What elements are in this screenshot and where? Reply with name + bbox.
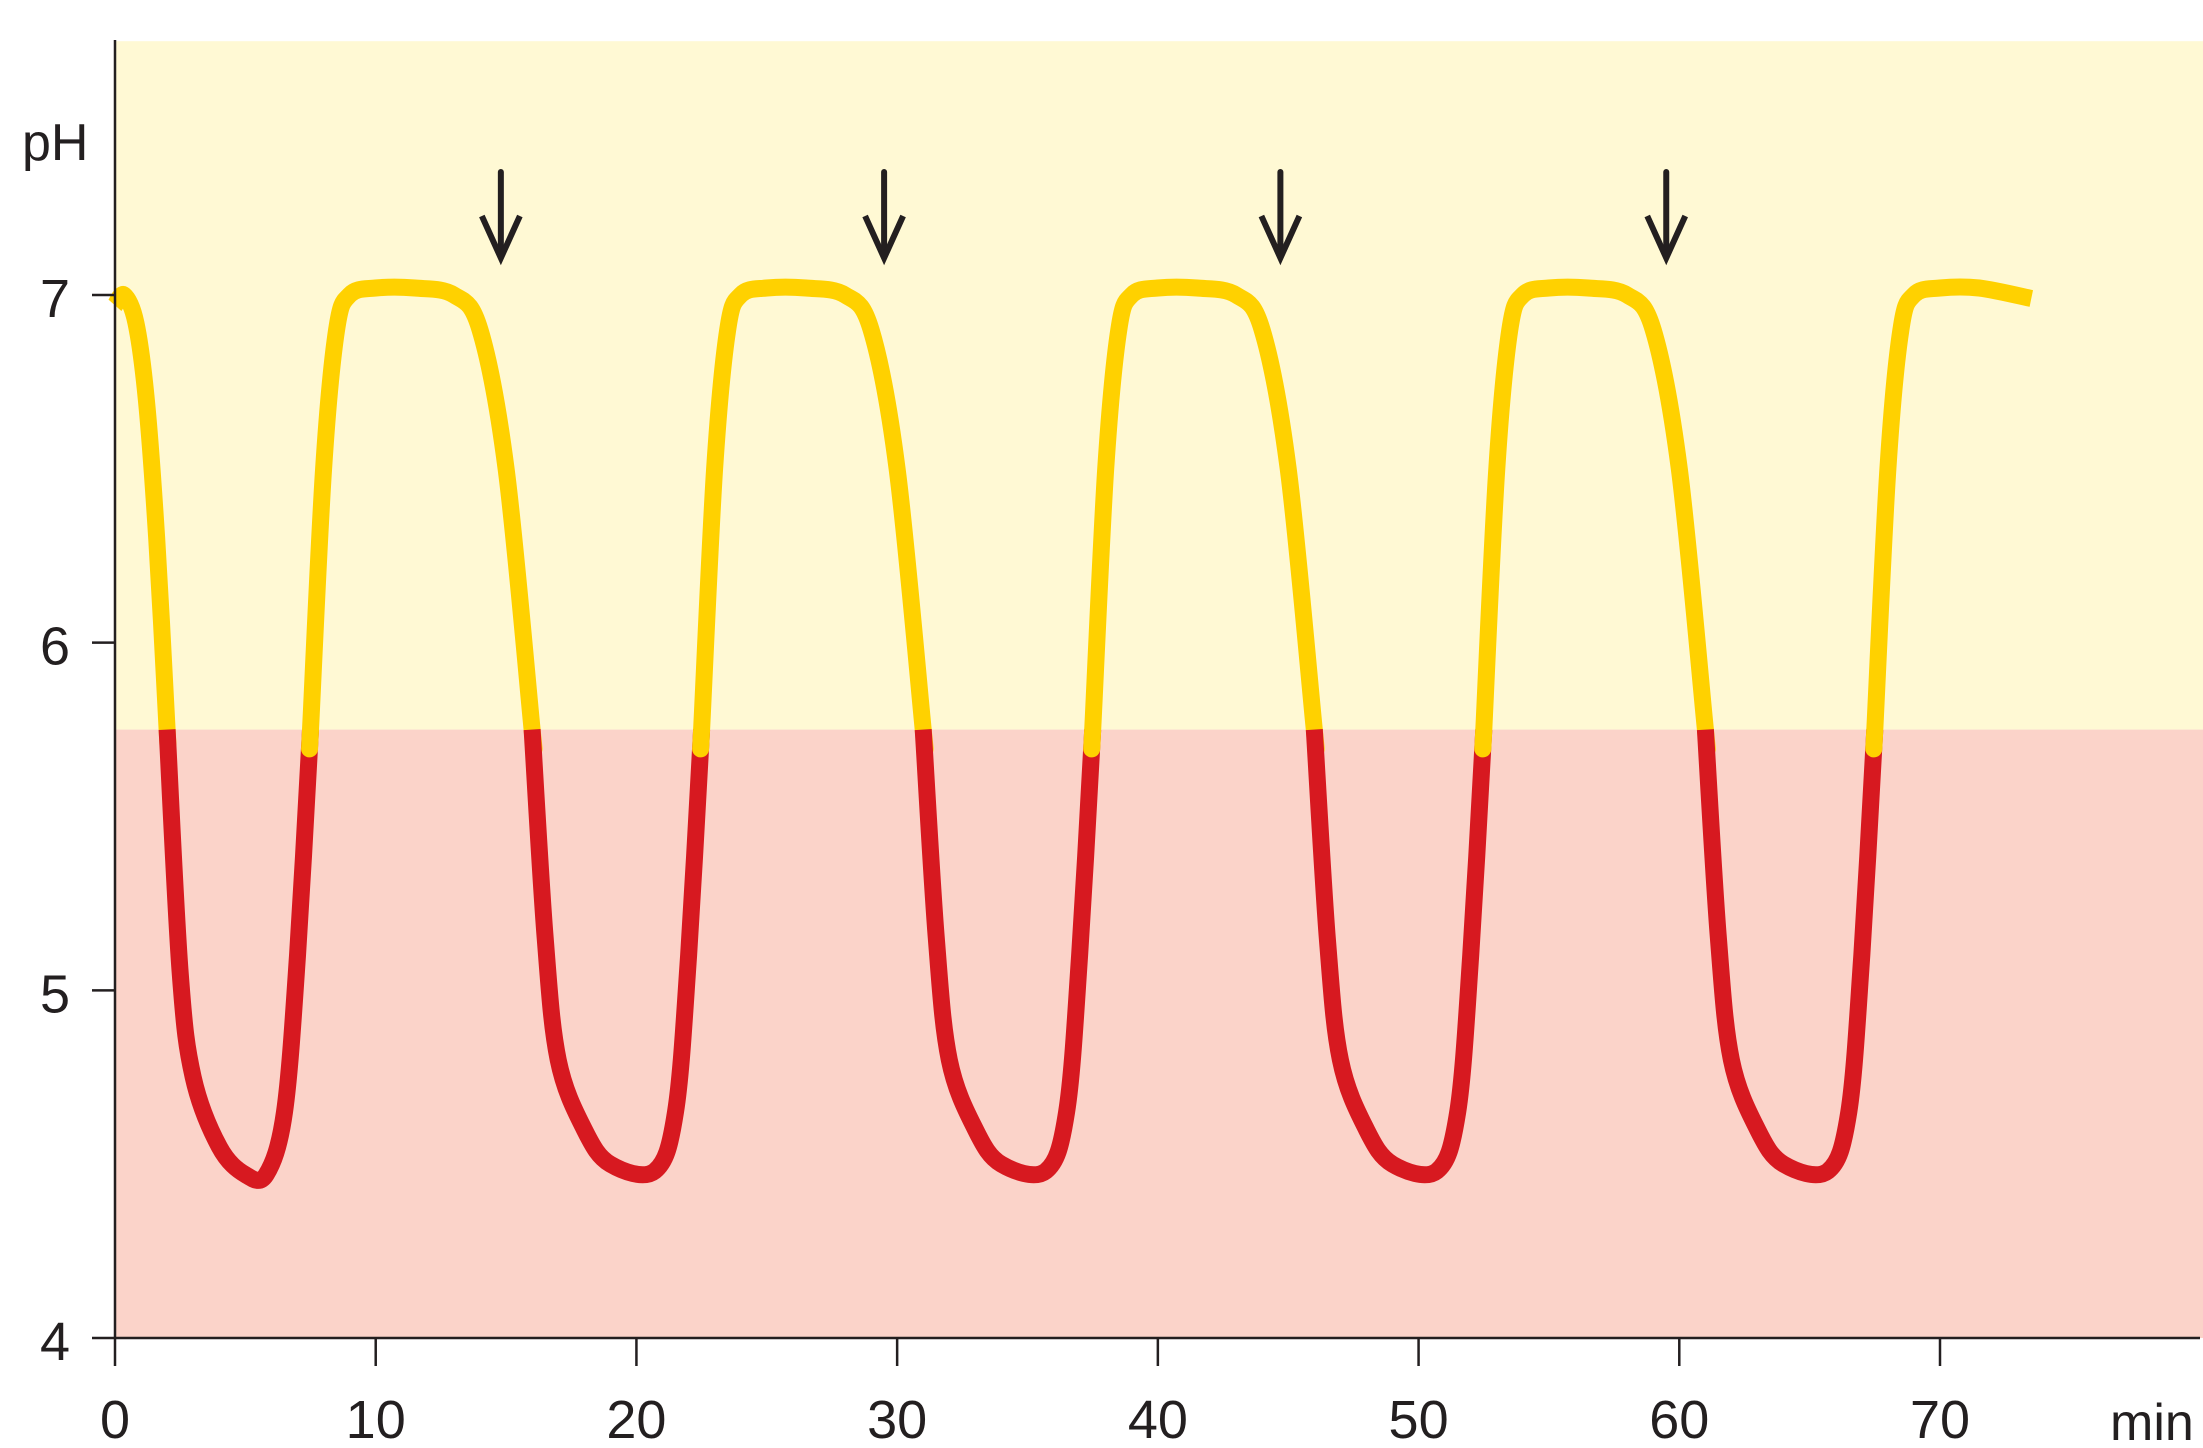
x-tick-label: 40 bbox=[1128, 1390, 1188, 1448]
ph-line-segment-below-7 bbox=[1305, 729, 1493, 1184]
ph-line-segment-above-8 bbox=[1474, 278, 1716, 758]
x-ticks: 0 10 20 30 40 50 60 70 bbox=[100, 1338, 1970, 1448]
ph-line-segment-above-6 bbox=[1083, 278, 1325, 758]
ph-line-segment-below-5 bbox=[914, 729, 1102, 1184]
ph-line-segment-below-1 bbox=[158, 729, 319, 1189]
x-tick-label: 70 bbox=[1910, 1390, 1970, 1448]
y-axis-label: pH bbox=[22, 114, 88, 172]
down-arrow-icon bbox=[1644, 169, 1688, 266]
ph-line-segment-above-4 bbox=[692, 278, 934, 758]
y-tick-label: 6 bbox=[40, 617, 70, 677]
y-tick-label: 7 bbox=[40, 269, 70, 329]
down-arrow-icon bbox=[862, 169, 906, 266]
ph-line-segment-below-9 bbox=[1696, 729, 1884, 1184]
ph-line-segment-below-3 bbox=[523, 729, 711, 1184]
down-arrow-icon bbox=[1258, 169, 1303, 266]
y-ticks: 4 5 6 7 bbox=[40, 269, 115, 1372]
ph-series bbox=[107, 278, 2034, 1189]
background-band-above-threshold bbox=[115, 41, 2203, 730]
x-tick-label: 20 bbox=[606, 1390, 666, 1448]
y-tick-label: 4 bbox=[40, 1312, 70, 1372]
arrow-annotations bbox=[479, 169, 1688, 266]
x-tick-label: 60 bbox=[1649, 1390, 1709, 1448]
ph-line-segment-above-0 bbox=[107, 286, 177, 753]
ph-line-segment-above-2 bbox=[301, 278, 543, 758]
x-tick-label: 30 bbox=[867, 1390, 927, 1448]
y-tick-label: 5 bbox=[40, 964, 70, 1024]
background-band-below-threshold bbox=[115, 729, 2203, 1338]
x-axis-label: min bbox=[2110, 1394, 2194, 1448]
down-arrow-icon bbox=[479, 169, 523, 266]
x-tick-label: 0 bbox=[100, 1390, 130, 1448]
x-tick-label: 10 bbox=[346, 1390, 406, 1448]
x-tick-label: 50 bbox=[1389, 1390, 1449, 1448]
ph-line-segment-above-10 bbox=[1865, 278, 2034, 758]
